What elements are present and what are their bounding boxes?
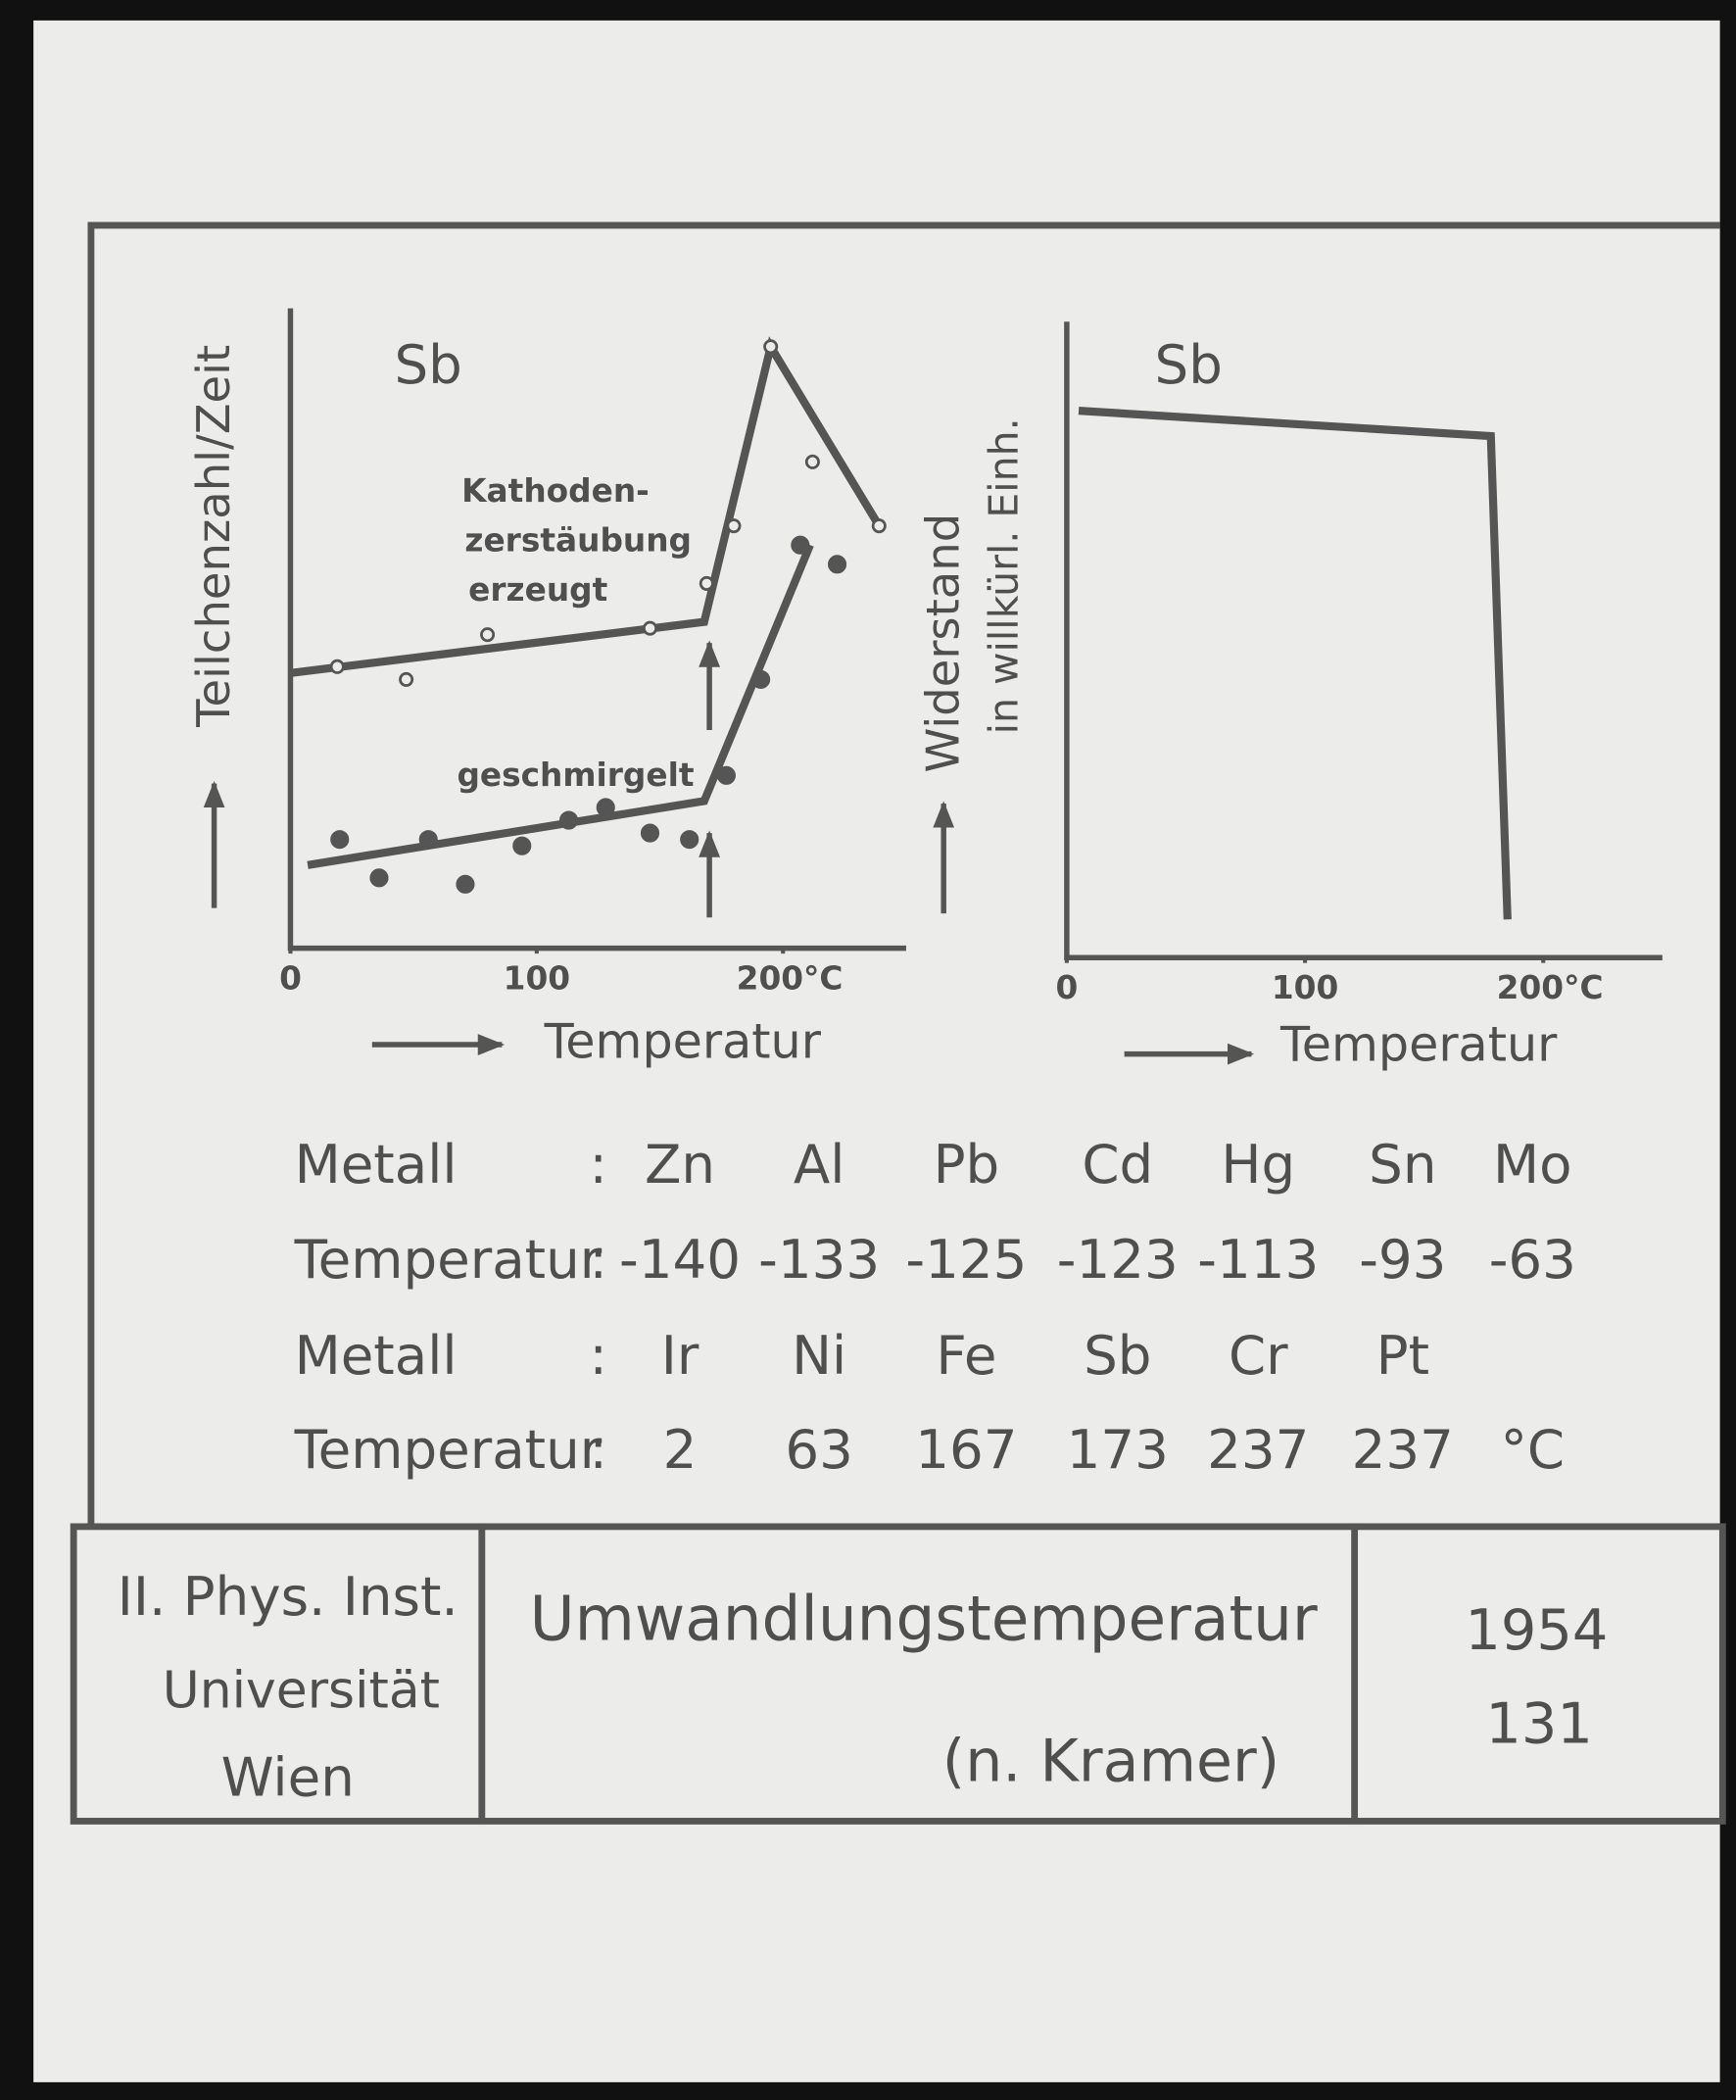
table-cell: : (590, 1324, 607, 1387)
table-cell: Sb (1084, 1324, 1151, 1387)
footer-subtitle: (n. Kramer) (942, 1728, 1279, 1796)
table-cell: Hg (1221, 1133, 1295, 1196)
series-label: zerstäubung (464, 522, 692, 560)
table-cell: -113 (1197, 1228, 1319, 1291)
point (751, 669, 771, 689)
series-label: Kathoden- (461, 472, 650, 510)
point (699, 575, 714, 591)
footer-title: Umwandlungstemperatur (530, 1583, 1318, 1654)
x-tick-label: 200°C (1497, 969, 1604, 1006)
point (558, 810, 579, 830)
table-cell: Pb (934, 1133, 1000, 1196)
row-label: Temperatur (294, 1228, 603, 1291)
x-tick-label: 0 (1055, 969, 1078, 1006)
point (330, 830, 350, 850)
year: 1954 (1465, 1597, 1608, 1663)
point (329, 659, 345, 674)
table-cell: : (590, 1228, 607, 1291)
table-cell: Al (794, 1133, 845, 1196)
x-tick-label: 100 (504, 959, 570, 997)
line (307, 543, 814, 869)
arrows (203, 640, 1255, 1065)
y-axis-label: in willkürl. Einh. (980, 417, 1027, 734)
table-cell: -123 (1057, 1228, 1179, 1291)
point (871, 518, 887, 534)
row-label: Temperatur (294, 1418, 603, 1481)
x-tick-label: 0 (279, 959, 302, 997)
line (1078, 407, 1512, 920)
table-cell: Fe (936, 1324, 996, 1387)
point (716, 765, 736, 785)
point (596, 798, 615, 817)
row-label: Metall (295, 1324, 458, 1387)
table-cell: 2 (663, 1418, 698, 1481)
chart-title: Sb (395, 333, 462, 396)
table-cell: 237 (1352, 1418, 1454, 1481)
table-cell: 63 (785, 1418, 853, 1481)
point (418, 830, 438, 850)
series-label: geschmirgelt (457, 757, 694, 794)
table-cell: Sn (1369, 1133, 1436, 1196)
table-cell: 237 (1207, 1418, 1309, 1481)
point (640, 823, 660, 843)
table-cell: : (590, 1133, 607, 1196)
row-label: Metall (295, 1133, 458, 1196)
x-axis-label: Temperatur (544, 1013, 822, 1070)
table-cell: °C (1501, 1418, 1565, 1481)
x-axis-label: Temperatur (1279, 1015, 1558, 1072)
y-axis-label: Teilchenzahl/Zeit (187, 345, 240, 728)
x-tick-label: 100 (1272, 969, 1338, 1006)
institute: Wien (221, 1746, 355, 1809)
table-cell: Ni (792, 1324, 846, 1387)
point (804, 454, 820, 469)
paper (33, 20, 1720, 2082)
table-cell: 167 (915, 1418, 1017, 1481)
point (680, 830, 699, 850)
series-label: erzeugt (468, 571, 607, 609)
table-cell: Mo (1493, 1133, 1572, 1196)
point (369, 868, 389, 888)
chart-title: Sb (1155, 333, 1223, 396)
point (456, 874, 475, 894)
point (827, 555, 847, 574)
line (289, 336, 883, 677)
point (726, 518, 742, 534)
table-cell: Cd (1082, 1133, 1153, 1196)
table-cell: Cr (1229, 1324, 1288, 1387)
point (399, 671, 414, 687)
table-cell: -133 (758, 1228, 880, 1291)
table-cell: -63 (1489, 1228, 1576, 1291)
point (512, 836, 532, 855)
footer-box (70, 1523, 1726, 1825)
table-cell: Pt (1376, 1324, 1429, 1387)
table-cell: : (590, 1418, 607, 1481)
table-cell: Ir (661, 1324, 699, 1387)
number: 131 (1485, 1690, 1593, 1756)
point (791, 535, 810, 555)
point (480, 627, 496, 643)
frame (87, 221, 1720, 1527)
table-cell: -125 (905, 1228, 1027, 1291)
institute: II. Phys. Inst. (118, 1565, 458, 1628)
table-cell: -140 (619, 1228, 741, 1291)
institute: Universität (163, 1662, 440, 1721)
x-tick-label: 200°C (737, 959, 844, 997)
table-cell: 173 (1067, 1418, 1169, 1481)
point (763, 339, 779, 355)
table-cell: -93 (1359, 1228, 1446, 1291)
table-cell: Zn (645, 1133, 715, 1196)
point (642, 620, 658, 636)
y-axis-label: Widerstand (916, 513, 969, 773)
